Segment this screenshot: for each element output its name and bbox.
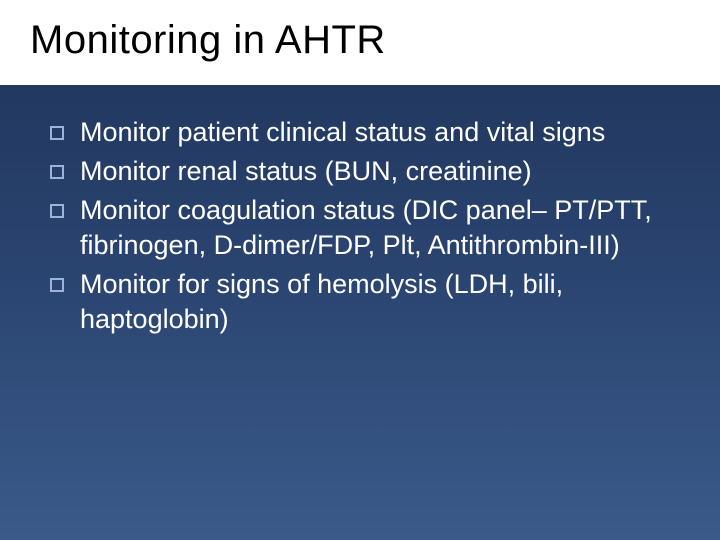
title-bar: Monitoring in AHTR <box>0 0 720 85</box>
bullet-text: Monitor for signs of hemolysis (LDH, bil… <box>80 267 670 337</box>
list-item: Monitor renal status (BUN, creatinine) <box>50 154 670 189</box>
bullet-list: Monitor patient clinical status and vita… <box>50 115 670 338</box>
slide-title: Monitoring in AHTR <box>30 18 690 63</box>
square-bullet-icon <box>50 165 64 179</box>
bullet-text: Monitor renal status (BUN, creatinine) <box>80 154 670 189</box>
list-item: Monitor patient clinical status and vita… <box>50 115 670 150</box>
content-area: Monitor patient clinical status and vita… <box>0 85 720 338</box>
list-item: Monitor coagulation status (DIC panel– P… <box>50 193 670 263</box>
list-item: Monitor for signs of hemolysis (LDH, bil… <box>50 267 670 337</box>
bullet-text: Monitor coagulation status (DIC panel– P… <box>80 193 670 263</box>
bullet-text: Monitor patient clinical status and vita… <box>80 115 670 150</box>
square-bullet-icon <box>50 126 64 140</box>
square-bullet-icon <box>50 204 64 218</box>
square-bullet-icon <box>50 278 64 292</box>
